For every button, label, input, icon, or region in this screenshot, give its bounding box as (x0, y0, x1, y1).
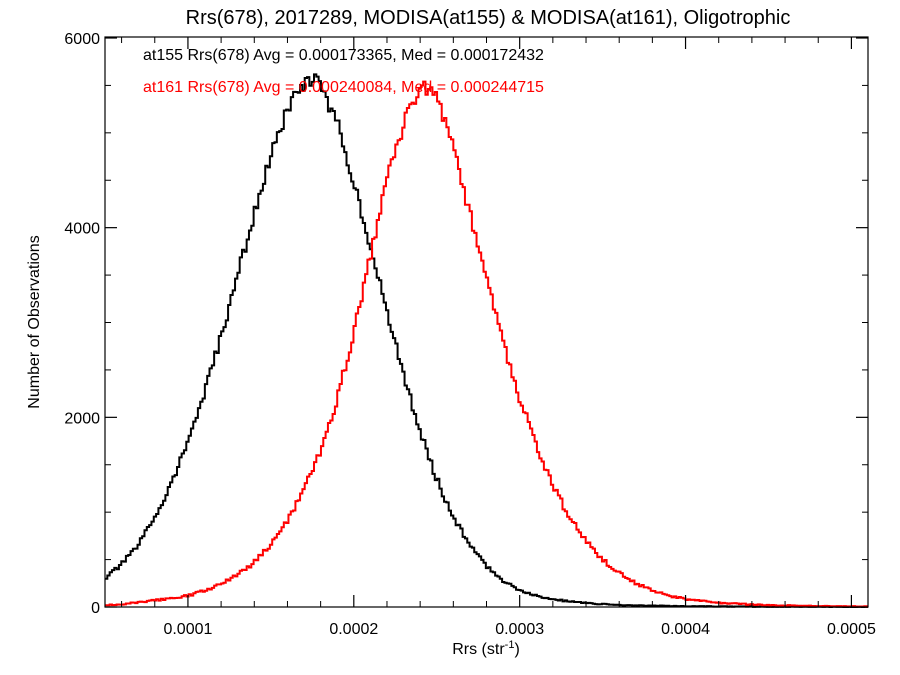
x-axis-label-superscript: -1 (505, 639, 515, 651)
x-tick-label: 0.0005 (827, 621, 876, 638)
y-axis-label: Number of Observations (26, 235, 43, 408)
x-axis-label: Rrs (str-1) (452, 639, 520, 658)
x-tick-label: 0.0001 (163, 621, 212, 638)
x-tick-label: 0.0004 (661, 621, 710, 638)
x-tick-label: 0.0003 (495, 621, 544, 638)
annotation-at155: at155 Rrs(678) Avg = 0.000173365, Med = … (143, 47, 544, 64)
y-tick-label: 2000 (64, 410, 100, 427)
x-tick-label: 0.0002 (329, 621, 378, 638)
y-tick-label: 4000 (64, 221, 100, 238)
axis-ticks: 0.0001 0.0002 0.0003 0.0004 0.0005 0 2000 4000 6… (64, 31, 876, 638)
chart-title: Rrs(678), 2017289, MODISA(at155) & MODIS… (186, 7, 791, 29)
y-tick-label: 6000 (64, 31, 100, 48)
histogram-series-0 (105, 73, 868, 608)
series-layer (105, 73, 868, 608)
y-tick-label: 0 (91, 600, 100, 617)
annotation-at161: at161 Rrs(678) Avg = 0.000240084, Med = … (143, 79, 544, 96)
histogram-series-1 (105, 80, 868, 608)
x-axis-label-main: Rrs (str (452, 641, 505, 658)
x-axis-label-close: ) (514, 641, 519, 658)
plot-frame (104, 36, 869, 608)
